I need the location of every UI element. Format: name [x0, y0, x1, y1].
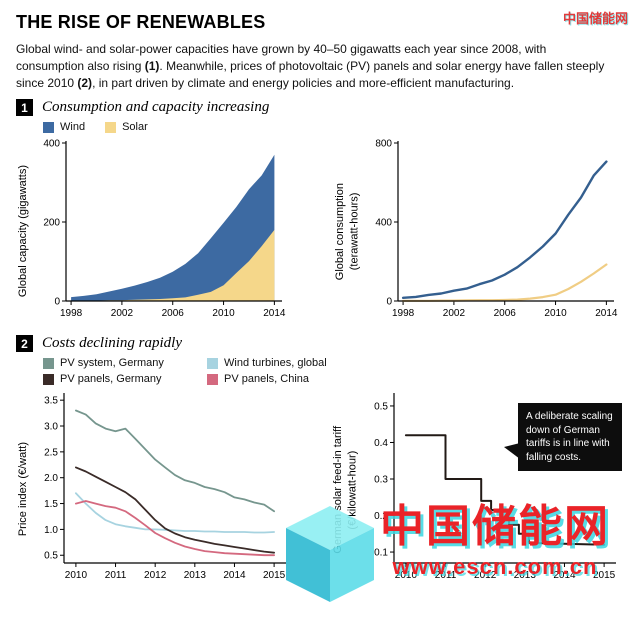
section-2-title: Costs declining rapidly	[42, 335, 182, 352]
svg-text:2013: 2013	[514, 570, 537, 581]
capacity-chart-block: Global capacity (gigawatts) 0 200 400 1998 2…	[16, 135, 292, 327]
price-y-axis-label: Price index (€/watt)	[17, 442, 29, 537]
wind-turbines-global-swatch	[207, 357, 218, 369]
svg-text:2012: 2012	[144, 570, 167, 581]
page-title: THE RISE OF RENEWABLES	[16, 12, 266, 32]
svg-text:2011: 2011	[105, 570, 127, 581]
charts-row-1: Global capacity (gigawatts) 0 200 400 1998 2…	[16, 135, 624, 327]
renewables-infographic: 中国储能网 THE RISE OF RENEWABLES Global wind…	[16, 11, 628, 589]
solar-color-swatch	[105, 121, 117, 133]
legend-item-pv-panels-china: PV panels, China	[207, 373, 377, 385]
legend-label-solar: Solar	[122, 121, 148, 134]
price-chart-block: Price index (€/watt) 0.5 1.0 1.5 2.0 2.5 3.0 3…	[16, 389, 294, 589]
svg-text:2010: 2010	[213, 308, 236, 319]
svg-text:2014: 2014	[264, 308, 287, 319]
svg-text:400: 400	[375, 218, 392, 229]
consumption-y-axis-label: Global consumption (terawatt-hours)	[334, 182, 361, 280]
svg-text:2.5: 2.5	[44, 448, 58, 459]
svg-text:2012: 2012	[474, 570, 497, 581]
pv-panels-china-swatch	[207, 373, 218, 385]
capacity-y-axis-label: Global capacity (gigawatts)	[17, 165, 29, 298]
svg-text:1.5: 1.5	[44, 499, 58, 510]
intro-paragraph: Global wind- and solar-power capacities …	[16, 41, 616, 91]
legend-label: PV panels, China	[224, 373, 309, 386]
wind-color-swatch	[43, 121, 54, 133]
section-2-header: 2 Costs declining rapidly	[16, 335, 624, 353]
section-1-title: Consumption and capacity increasing	[42, 99, 270, 116]
svg-text:2011: 2011	[435, 570, 457, 581]
svg-text:0.1: 0.1	[374, 548, 388, 559]
escn-logo-cube-icon	[286, 506, 374, 602]
legend-item-solar: Solar	[105, 121, 148, 133]
top-watermark-text: 中国储能网	[562, 11, 628, 26]
svg-text:200: 200	[44, 218, 61, 229]
svg-text:3.5: 3.5	[44, 396, 58, 407]
svg-text:2010: 2010	[544, 308, 567, 319]
legend-item-wind: Wind	[43, 121, 85, 133]
svg-text:1998: 1998	[392, 308, 415, 319]
tariff-annotation-callout: A deliberate scaling down of German tari…	[504, 403, 622, 472]
legend-label-wind: Wind	[60, 121, 86, 134]
legend-costs: PV system, Germany Wind turbines, global…	[43, 357, 624, 385]
svg-text:2006: 2006	[162, 308, 185, 319]
legend-label: PV system, Germany	[60, 357, 164, 370]
section-1-number-badge: 1	[16, 99, 33, 117]
svg-text:2010: 2010	[65, 570, 88, 581]
svg-text:0.5: 0.5	[44, 551, 58, 562]
svg-text:2014: 2014	[595, 308, 618, 319]
watermark-text-group: 中国储能网 www.escn.com.cn	[380, 502, 610, 580]
svg-text:800: 800	[375, 139, 392, 150]
ref-1: (1)	[144, 58, 160, 73]
svg-text:1.0: 1.0	[44, 525, 58, 536]
svg-text:2010: 2010	[395, 570, 418, 581]
callout-pointer	[504, 443, 520, 460]
svg-text:0.4: 0.4	[374, 438, 388, 449]
charts-row-2: Price index (€/watt) 0.5 1.0 1.5 2.0 2.5 3.0 3…	[16, 389, 624, 589]
tariff-annotation-text: A deliberate scaling down of German tari…	[526, 411, 613, 463]
pv-system-germany-swatch	[43, 357, 54, 369]
tariff-step-chart: 0.1 0.2 0.3 0.4 0.5 2010 2011 2012 2013 2014 2015	[374, 393, 616, 581]
intro-text: Global wind- and solar-power capacities …	[16, 42, 547, 73]
svg-text:2014: 2014	[553, 570, 576, 581]
watermark-site-url: www.escn.com.cn	[392, 554, 598, 580]
price-index-line-chart: 0.5 1.0 1.5 2.0 2.5 3.0 3.5 2010 2011 2012 2013 201…	[44, 393, 287, 581]
legend-item-pv-system-germany: PV system, Germany	[43, 357, 193, 369]
svg-text:0: 0	[386, 297, 392, 308]
svg-text:2006: 2006	[494, 308, 517, 319]
svg-text:0.5: 0.5	[374, 402, 388, 413]
svg-text:2013: 2013	[184, 570, 207, 581]
legend-label: PV panels, Germany	[60, 373, 162, 386]
svg-text:2014: 2014	[224, 570, 247, 581]
svg-text:400: 400	[44, 139, 61, 150]
capacity-area-chart: 0 200 400 1998 2002 2006 2010 2014	[44, 139, 287, 320]
tariff-chart-block: German solar feed-in tariff (€/kilowatt-…	[331, 389, 624, 589]
legend-item-pv-panels-germany: PV panels, Germany	[43, 373, 193, 385]
svg-text:0.2: 0.2	[374, 511, 388, 522]
svg-text:2015: 2015	[593, 570, 616, 581]
legend-label: Wind turbines, global	[224, 357, 327, 370]
svg-text:3.0: 3.0	[44, 422, 58, 433]
tariff-chart-wrap: 0.1 0.2 0.3 0.4 0.5 2010 2011 2012 2013 2014 2015 …	[360, 389, 624, 589]
section-1-header: 1 Consumption and capacity increasing	[16, 99, 624, 117]
legend-item-wind-turbines-global: Wind turbines, global	[207, 357, 377, 369]
intro-text: , in part driven by climate and energy p…	[92, 75, 515, 90]
watermark-site-name: 中国储能网	[380, 502, 610, 551]
svg-text:2.0: 2.0	[44, 474, 58, 485]
svg-text:2002: 2002	[111, 308, 134, 319]
intro-text: . Meanwhile, prices of photovoltaic (PV)…	[16, 58, 605, 90]
consumption-chart-block: Global consumption (terawatt-hours) 0 400…	[333, 135, 624, 327]
legend-capacity: Wind Solar	[43, 121, 624, 133]
watermark: 中国储能网 www.escn.com.cn	[284, 502, 610, 604]
svg-text:2002: 2002	[443, 308, 466, 319]
svg-text:0.3: 0.3	[374, 475, 388, 486]
svg-text:2015: 2015	[263, 570, 286, 581]
svg-text:1998: 1998	[60, 308, 83, 319]
consumption-line-chart: 0 400 800 1998 2002 2006 2010 2014	[375, 139, 618, 320]
ref-2: (2)	[77, 75, 93, 90]
pv-panels-germany-swatch	[43, 373, 54, 385]
svg-text:0: 0	[55, 297, 61, 308]
section-2-number-badge: 2	[16, 335, 33, 353]
